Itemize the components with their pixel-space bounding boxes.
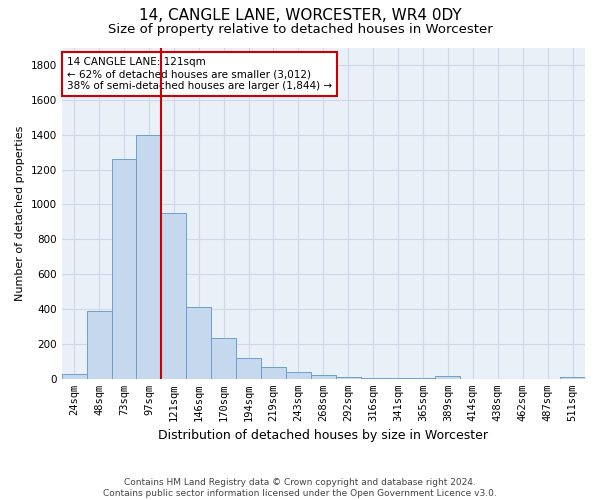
Bar (86, 311, 112, 379)
Bar (261, 368, 286, 379)
Bar (361, 378, 386, 379)
Bar (211, 338, 236, 379)
Text: Size of property relative to detached houses in Worcester: Size of property relative to detached ho… (107, 24, 493, 36)
Y-axis label: Number of detached properties: Number of detached properties (15, 126, 25, 301)
Bar (136, 134, 161, 379)
Text: 14, CANGLE LANE, WORCESTER, WR4 0DY: 14, CANGLE LANE, WORCESTER, WR4 0DY (139, 8, 461, 22)
Bar (286, 372, 311, 379)
Bar (336, 377, 361, 379)
Text: 14 CANGLE LANE: 121sqm
← 62% of detached houses are smaller (3,012)
38% of semi-: 14 CANGLE LANE: 121sqm ← 62% of detached… (67, 58, 332, 90)
Bar (186, 308, 211, 379)
Text: Contains HM Land Registry data © Crown copyright and database right 2024.
Contai: Contains HM Land Registry data © Crown c… (103, 478, 497, 498)
X-axis label: Distribution of detached houses by size in Worcester: Distribution of detached houses by size … (158, 430, 488, 442)
Bar (311, 376, 336, 379)
Bar (112, 159, 136, 379)
Bar (386, 378, 410, 379)
Bar (560, 377, 585, 379)
Bar (436, 376, 460, 379)
Bar (62, 374, 86, 379)
Bar (161, 213, 186, 379)
Bar (236, 358, 261, 379)
